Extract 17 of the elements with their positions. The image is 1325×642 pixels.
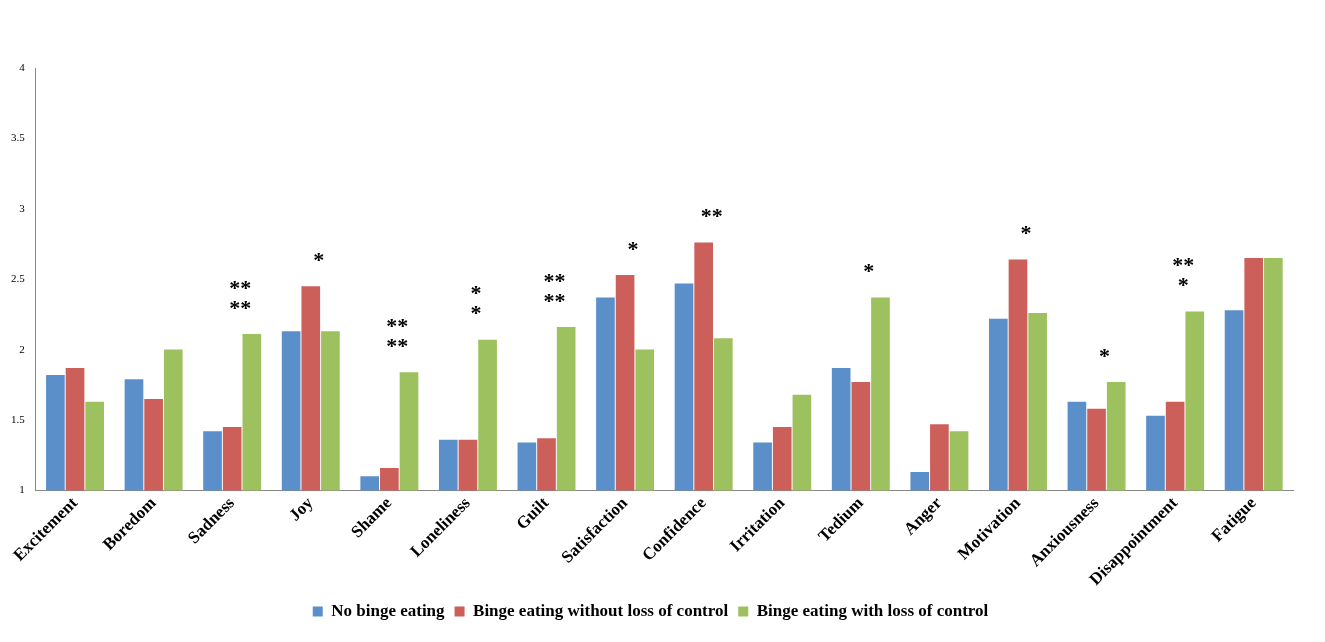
annotation: * (1020, 220, 1032, 246)
legend-label: Binge eating without loss of control (473, 600, 729, 620)
y-tick-label: 3 (19, 201, 26, 214)
y-tick-label: 4 (19, 60, 26, 73)
legend-label: Binge eating with loss of control (756, 600, 989, 620)
annotation: ** (700, 203, 723, 229)
y-tick-label: 2 (19, 342, 25, 355)
y-tick-label: 3.5 (11, 131, 26, 144)
annotation: * (1099, 342, 1111, 368)
y-tick-label: 2.5 (11, 272, 26, 285)
annotation: * (863, 258, 875, 284)
y-tick-label: 1 (19, 483, 25, 496)
y-tick-label: 1.5 (11, 412, 26, 425)
legend-label: No binge eating (331, 600, 446, 620)
annotation: * (627, 235, 639, 261)
annotation: * (313, 246, 325, 272)
x-tick-label: Joy (285, 492, 318, 525)
